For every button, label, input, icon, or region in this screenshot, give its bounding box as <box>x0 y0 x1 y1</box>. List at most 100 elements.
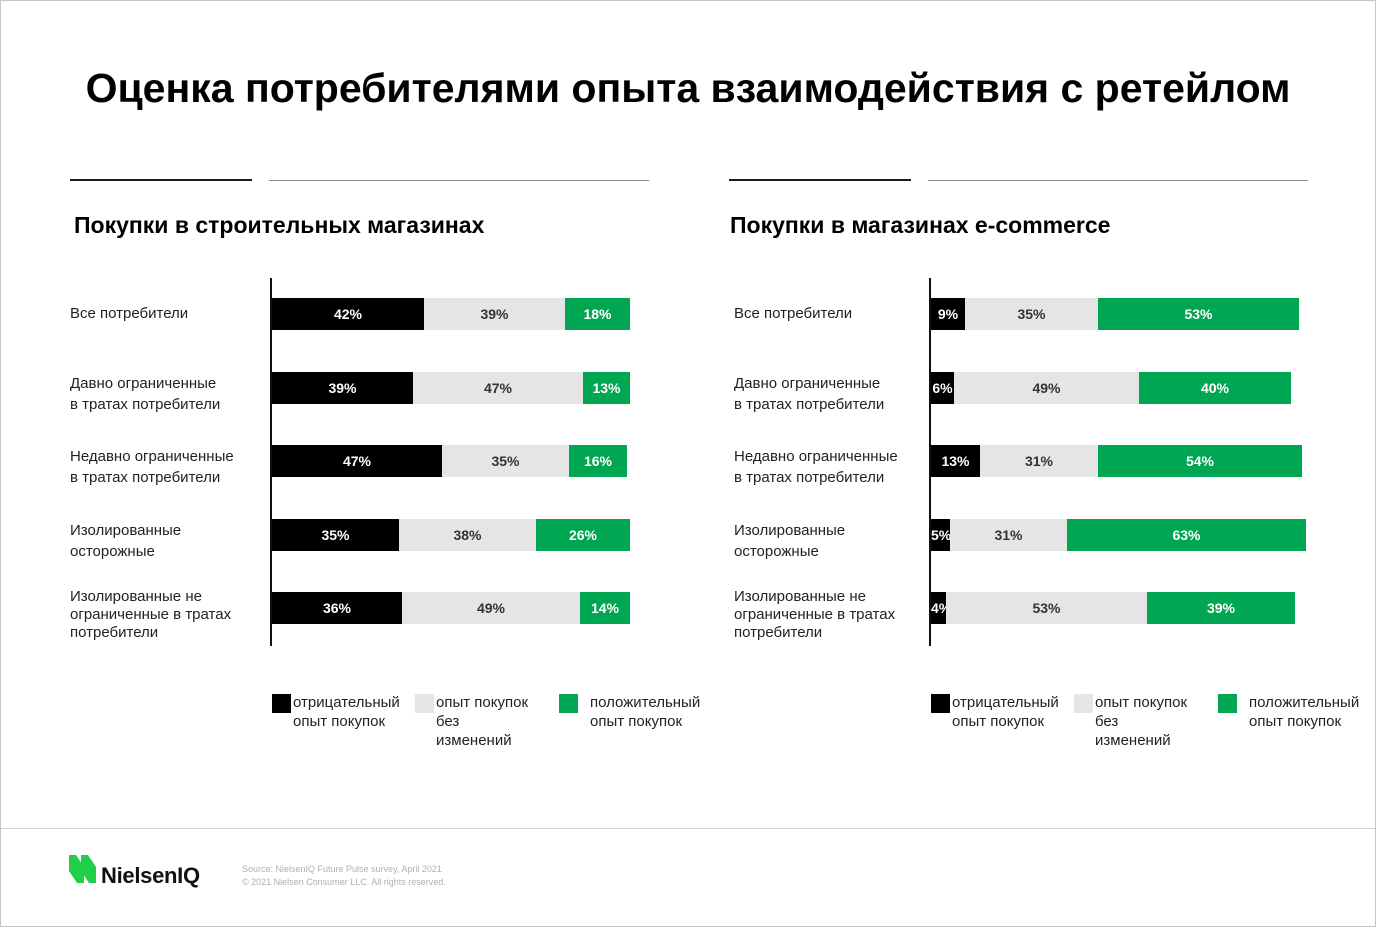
bar-segment-unchanged: 39% <box>424 298 565 330</box>
legend-label: положительный опыт покупок <box>590 694 701 730</box>
category-label: Изолированные не ограниченные в тратах п… <box>734 588 896 641</box>
bar-segment-unchanged: 31% <box>950 518 1067 551</box>
bar-value-label: 47% <box>483 379 513 396</box>
stacked-bar: 47% 35% 16% <box>272 445 627 477</box>
slide-title: Оценка потребителями опыта взаимодействи… <box>85 65 1291 111</box>
bar-value-label: 14% <box>590 600 620 616</box>
bar-value-label: 35% <box>321 526 350 543</box>
source-note: Source: NielsenIQ Future Pulse survey, A… <box>242 863 446 889</box>
bar-value-label: 54% <box>1185 453 1215 469</box>
stacked-bar: 6% 49% 40% <box>931 371 1291 404</box>
chart-building-stores: Покупки в строительных магазинах Все пот… <box>1 1 701 771</box>
bar-value-label: 35% <box>1017 306 1046 322</box>
bar-value-label: 35% <box>491 453 520 469</box>
bar-value-label: 42% <box>333 306 363 322</box>
bar-segment-unchanged: 35% <box>442 445 569 477</box>
bar-value-label: 39% <box>1206 600 1236 616</box>
bar-value-label: 49% <box>476 600 506 616</box>
category-label: Давно ограниченные в тратах потребители <box>70 374 221 413</box>
divider-short <box>70 179 252 181</box>
bar-segment-unchanged: 47% <box>413 371 583 404</box>
bar-segment-positive: 14% <box>580 592 630 624</box>
bar-segment-unchanged: 38% <box>399 518 536 551</box>
stacked-bar: 36% 49% 14% <box>272 592 630 624</box>
bar-segment-unchanged: 49% <box>402 592 580 624</box>
bar-segment-positive: 54% <box>1098 445 1302 477</box>
legend-label: опыт покупок без изменений <box>1095 694 1188 749</box>
bar-segment-positive: 39% <box>1147 592 1295 624</box>
category-axis-line <box>929 278 931 646</box>
bar-value-label: 47% <box>342 453 372 469</box>
bar-segment-positive: 63% <box>1067 518 1306 551</box>
category-label: Изолированные осторожные <box>70 521 182 560</box>
source-line: Source: NielsenIQ Future Pulse survey, A… <box>242 864 442 874</box>
divider-long <box>928 180 1308 181</box>
bar-value-label: 31% <box>994 526 1023 543</box>
bar-segment-negative: 4% <box>931 592 946 624</box>
chart-title: Покупки в строительных магазинах <box>74 212 485 238</box>
stacked-bar: 42% 39% 18% <box>272 298 630 330</box>
bar-segment-negative: 42% <box>272 298 424 330</box>
category-label: Давно ограниченные в тратах потребители <box>734 374 885 413</box>
bar-segment-negative: 9% <box>931 298 965 330</box>
legend-swatch <box>415 694 434 713</box>
stacked-bar: 13% 31% 54% <box>931 445 1302 477</box>
bar-segment-negative: 39% <box>272 371 413 404</box>
category-label: Изолированные не ограниченные в тратах п… <box>70 588 232 641</box>
chart-ecommerce-stores: Покупки в магазинах e-commerce Все потре… <box>660 1 1360 771</box>
legend-label: опыт покупок без изменений <box>436 694 529 749</box>
footer-divider <box>1 828 1375 829</box>
bar-segment-positive: 16% <box>569 445 627 477</box>
bar-value-label: 13% <box>941 453 970 469</box>
copyright-line: © 2021 Nielsen Consumer LLC. All rights … <box>242 877 446 887</box>
bar-value-label: 18% <box>583 306 612 322</box>
bar-value-label: 16% <box>583 453 613 469</box>
bar-value-label: 26% <box>568 526 598 543</box>
bar-segment-positive: 53% <box>1098 298 1299 330</box>
bar-segment-unchanged: 49% <box>954 371 1139 404</box>
bar-value-label: 40% <box>1200 379 1230 396</box>
bar-value-label: 9% <box>937 306 959 322</box>
legend-label: отрицательный опыт покупок <box>952 694 1059 730</box>
bar-value-label: 39% <box>480 306 509 322</box>
legend-swatch <box>272 694 291 713</box>
stacked-bar: 5% 31% 63% <box>931 518 1306 551</box>
nielseniq-logo-icon <box>69 855 96 883</box>
bar-segment-negative: 35% <box>272 518 399 551</box>
legend-swatch <box>1074 694 1093 713</box>
bar-value-label: 13% <box>592 379 621 396</box>
bar-value-label: 36% <box>322 600 352 616</box>
bar-value-label: 31% <box>1024 453 1054 469</box>
bar-segment-positive: 13% <box>583 371 630 404</box>
category-label: Недавно ограниченные в тратах потребител… <box>734 448 898 486</box>
legend-label: отрицательный опыт покупок <box>293 694 400 730</box>
bar-segment-unchanged: 53% <box>946 592 1147 624</box>
category-label: Недавно ограниченные в тратах потребител… <box>70 448 234 486</box>
bar-segment-negative: 13% <box>931 445 980 477</box>
stacked-bar: 4% 53% 39% <box>931 592 1295 624</box>
legend-label: положительный опыт покупок <box>1249 694 1360 730</box>
category-label: Все потребители <box>734 305 853 322</box>
bar-segment-positive: 40% <box>1139 371 1291 404</box>
bar-value-label: 53% <box>1032 600 1061 616</box>
bar-value-label: 53% <box>1184 306 1213 322</box>
bar-segment-negative: 36% <box>272 592 402 624</box>
stacked-bar: 9% 35% 53% <box>931 298 1299 330</box>
category-label: Все потребители <box>70 305 189 322</box>
divider-short <box>729 179 911 181</box>
chart-title: Покупки в магазинах e-commerce <box>730 212 1111 238</box>
legend-swatch <box>931 694 950 713</box>
bar-value-label: 49% <box>1032 379 1061 396</box>
stacked-bar: 35% 38% 26% <box>272 518 630 551</box>
logo-text: NielsenIQ <box>101 863 200 888</box>
bar-segment-unchanged: 35% <box>965 298 1098 330</box>
bar-segment-positive: 18% <box>565 298 630 330</box>
bar-segment-positive: 26% <box>536 518 630 551</box>
stacked-bar: 39% 47% 13% <box>272 371 630 404</box>
bar-value-label: 38% <box>453 526 482 543</box>
bar-value-label: 6% <box>932 379 953 396</box>
bar-value-label: 63% <box>1172 526 1201 543</box>
bar-segment-unchanged: 31% <box>980 445 1098 477</box>
bar-value-label: 39% <box>328 379 357 396</box>
